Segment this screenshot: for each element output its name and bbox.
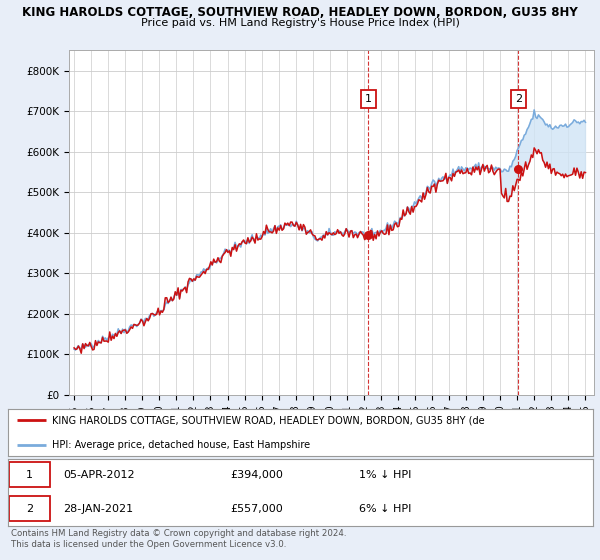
Text: 1: 1 — [365, 94, 371, 104]
FancyBboxPatch shape — [9, 497, 50, 521]
Text: KING HAROLDS COTTAGE, SOUTHVIEW ROAD, HEADLEY DOWN, BORDON, GU35 8HY (de: KING HAROLDS COTTAGE, SOUTHVIEW ROAD, HE… — [52, 415, 484, 425]
Text: 6% ↓ HPI: 6% ↓ HPI — [359, 504, 411, 514]
Text: Contains HM Land Registry data © Crown copyright and database right 2024.
This d: Contains HM Land Registry data © Crown c… — [11, 529, 346, 549]
Text: 28-JAN-2021: 28-JAN-2021 — [64, 504, 133, 514]
Point — [514, 165, 523, 174]
Text: 05-APR-2012: 05-APR-2012 — [64, 470, 135, 480]
Text: 1: 1 — [26, 470, 33, 480]
Text: Price paid vs. HM Land Registry's House Price Index (HPI): Price paid vs. HM Land Registry's House … — [140, 18, 460, 28]
Point — [364, 231, 373, 240]
Text: 2: 2 — [26, 504, 33, 514]
FancyBboxPatch shape — [9, 462, 50, 487]
Text: 2: 2 — [515, 94, 522, 104]
Text: £394,000: £394,000 — [230, 470, 283, 480]
Text: £557,000: £557,000 — [230, 504, 283, 514]
Text: 1% ↓ HPI: 1% ↓ HPI — [359, 470, 411, 480]
Text: KING HAROLDS COTTAGE, SOUTHVIEW ROAD, HEADLEY DOWN, BORDON, GU35 8HY: KING HAROLDS COTTAGE, SOUTHVIEW ROAD, HE… — [22, 6, 578, 18]
Text: HPI: Average price, detached house, East Hampshire: HPI: Average price, detached house, East… — [52, 440, 310, 450]
